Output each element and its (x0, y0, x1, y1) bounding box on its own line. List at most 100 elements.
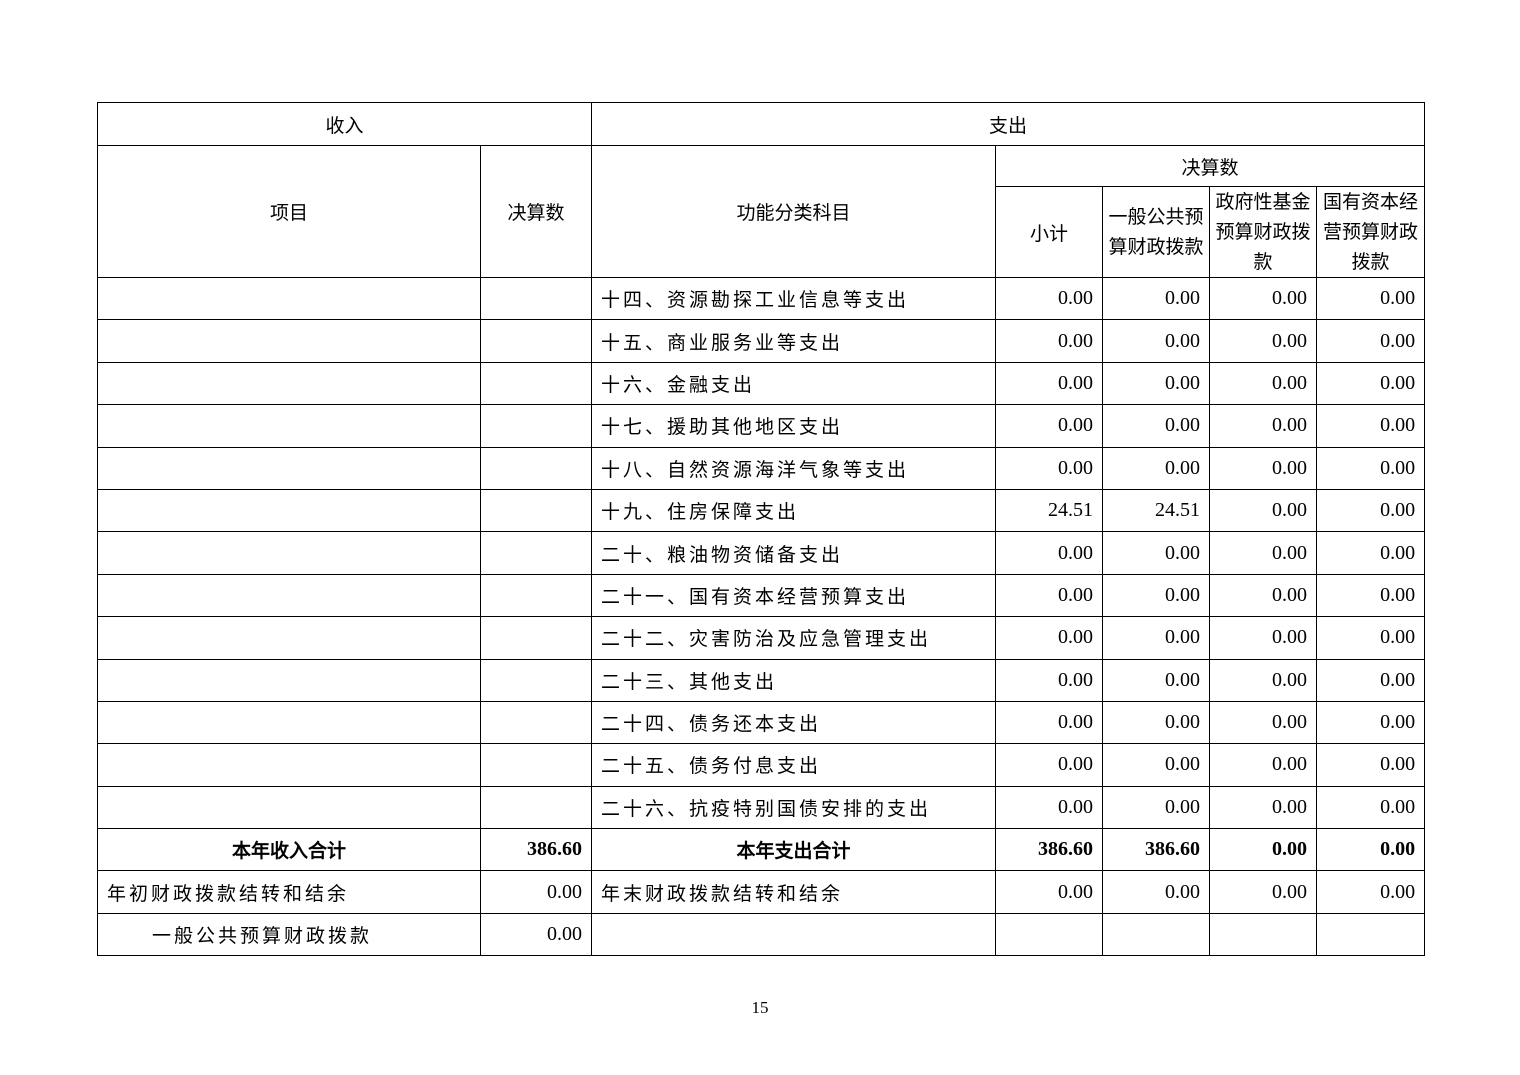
category-header: 功能分类科目 (591, 145, 997, 278)
general-public-cell: 0.00 (1102, 658, 1211, 702)
final-amount-header: 决算数 (479, 145, 593, 278)
state-capital-cell: 0.00 (1316, 743, 1426, 787)
income-amount-cell (479, 319, 593, 363)
income-amount-cell (479, 785, 593, 830)
income-amount-cell (479, 361, 593, 406)
category-cell: 十八、自然资源海洋气象等支出 (591, 446, 997, 490)
category-cell: 十四、资源勘探工业信息等支出 (591, 276, 997, 321)
category-cell: 二十三、其他支出 (591, 658, 997, 702)
general-public-cell: 0.00 (1102, 616, 1211, 660)
general-public-cell: 0.00 (1102, 446, 1211, 490)
gov-fund-cell: 0.00 (1209, 828, 1318, 872)
subtotal-cell: 0.00 (995, 743, 1104, 787)
table-row: 十九、住房保障支出 24.51 24.51 0.00 0.00 (97, 488, 1426, 533)
income-amount-cell (479, 488, 593, 533)
subtotal-cell: 0.00 (995, 446, 1104, 490)
income-amount-cell: 0.00 (479, 912, 593, 957)
state-capital-cell: 0.00 (1316, 276, 1426, 321)
category-cell: 二十、粮油物资储备支出 (591, 531, 997, 575)
gov-fund-cell: 0.00 (1209, 319, 1318, 363)
income-item-cell (97, 361, 481, 406)
category-cell: 十九、住房保障支出 (591, 488, 997, 533)
subtotal-cell: 0.00 (995, 573, 1104, 618)
header-row-2: 项目 决算数 功能分类科目 决算数 (97, 145, 1426, 278)
subtotal-cell (995, 912, 1104, 957)
income-item-cell (97, 700, 481, 745)
gov-fund-cell: 0.00 (1209, 404, 1318, 448)
gov-fund-cell: 0.00 (1209, 531, 1318, 575)
gov-fund-cell: 0.00 (1209, 573, 1318, 618)
general-public-cell: 0.00 (1102, 319, 1211, 363)
income-item-cell (97, 488, 481, 533)
subtotal-header: 小计 (995, 186, 1104, 278)
income-amount-cell (479, 404, 593, 448)
header-row-1: 收入 支出 (96, 102, 1426, 146)
category-cell: 二十二、灾害防治及应急管理支出 (591, 616, 997, 660)
income-item-cell (97, 276, 481, 321)
general-public-cell: 0.00 (1102, 785, 1211, 830)
state-capital-cell: 0.00 (1316, 870, 1426, 914)
subtotal-cell: 0.00 (995, 276, 1104, 321)
gov-fund-cell: 0.00 (1209, 446, 1318, 490)
subtotal-cell: 0.00 (995, 616, 1104, 660)
general-public-cell: 0.00 (1102, 276, 1211, 321)
final-accounts-table: 收入 支出 项目 决算数 功能分类科目 决算数 小计 一般公共预算财政拨款 政府… (96, 102, 1426, 957)
income-amount-cell (479, 531, 593, 575)
state-capital-cell: 0.00 (1316, 488, 1426, 533)
item-header: 项目 (97, 145, 481, 278)
income-amount-cell (479, 658, 593, 702)
category-cell: 二十六、抗疫特别国债安排的支出 (591, 785, 997, 830)
subtotal-cell: 0.00 (995, 319, 1104, 363)
state-capital-cell: 0.00 (1316, 616, 1426, 660)
income-amount-cell (479, 446, 593, 490)
category-cell: 本年支出合计 (591, 828, 997, 872)
table-row: 一般公共预算财政拨款 0.00 (97, 912, 1426, 957)
subtotal-cell: 0.00 (995, 700, 1104, 745)
category-cell: 十七、援助其他地区支出 (591, 404, 997, 448)
income-item-cell: 年初财政拨款结转和结余 (97, 870, 481, 914)
general-public-cell: 0.00 (1102, 404, 1211, 448)
category-cell: 年末财政拨款结转和结余 (591, 870, 997, 914)
category-cell: 二十四、债务还本支出 (591, 700, 997, 745)
page-number: 15 (751, 998, 769, 1017)
gov-fund-cell: 0.00 (1209, 276, 1318, 321)
state-capital-cell: 0.00 (1316, 404, 1426, 448)
gov-fund-cell: 0.00 (1209, 361, 1318, 406)
income-item-cell (97, 404, 481, 448)
state-capital-cell: 0.00 (1316, 658, 1426, 702)
income-item-cell (97, 446, 481, 490)
income-amount-cell: 0.00 (479, 870, 593, 914)
category-cell (591, 912, 997, 957)
gov-fund-cell: 0.00 (1209, 488, 1318, 533)
category-cell: 十六、金融支出 (591, 361, 997, 406)
subtotal-cell: 0.00 (995, 361, 1104, 406)
state-capital-cell (1316, 912, 1426, 957)
gov-fund-cell: 0.00 (1209, 700, 1318, 745)
income-amount-cell (479, 700, 593, 745)
income-amount-cell (479, 616, 593, 660)
gov-fund-cell (1209, 912, 1318, 957)
general-public-header: 一般公共预算财政拨款 (1102, 186, 1211, 278)
category-cell: 十五、商业服务业等支出 (591, 319, 997, 363)
table-row: 二十二、灾害防治及应急管理支出 0.00 0.00 0.00 0.00 (97, 616, 1426, 660)
state-capital-cell: 0.00 (1316, 531, 1426, 575)
table-row: 十四、资源勘探工业信息等支出 0.00 0.00 0.00 0.00 (97, 276, 1426, 321)
table-row: 二十三、其他支出 0.00 0.00 0.00 0.00 (97, 658, 1426, 702)
state-capital-cell: 0.00 (1316, 828, 1426, 872)
general-public-cell: 386.60 (1102, 828, 1211, 872)
subtotal-cell: 0.00 (995, 785, 1104, 830)
state-capital-cell: 0.00 (1316, 785, 1426, 830)
state-capital-cell: 0.00 (1316, 446, 1426, 490)
state-capital-cell: 0.00 (1316, 319, 1426, 363)
subtotal-cell: 0.00 (995, 658, 1104, 702)
gov-fund-cell: 0.00 (1209, 743, 1318, 787)
state-capital-header: 国有资本经营预算财政拨款 (1316, 186, 1426, 278)
income-item-cell (97, 743, 481, 787)
general-public-cell: 0.00 (1102, 573, 1211, 618)
income-amount-cell (479, 743, 593, 787)
gov-fund-header: 政府性基金预算财政拨款 (1209, 186, 1318, 278)
income-item-cell (97, 573, 481, 618)
table-row: 十七、援助其他地区支出 0.00 0.00 0.00 0.00 (97, 404, 1426, 448)
income-item-cell (97, 785, 481, 830)
total-row: 本年收入合计 386.60 本年支出合计 386.60 386.60 0.00 0.00 (97, 828, 1426, 872)
